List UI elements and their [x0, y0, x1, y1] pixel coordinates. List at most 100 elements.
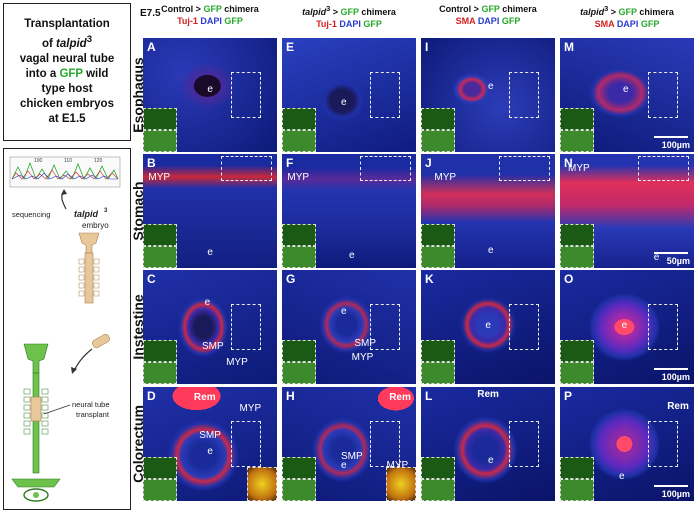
tissue-label: e	[349, 249, 355, 261]
tissue-label: e	[488, 455, 494, 467]
gfp-host-embryo-icon	[11, 343, 61, 502]
title-box: Transplantation of talpid3 vagal neural …	[3, 3, 131, 141]
inset-gfp-overlay	[282, 340, 316, 362]
tissue-label: MYP	[287, 172, 310, 184]
seq-num: 120	[94, 158, 103, 164]
seq-num: 100	[34, 158, 43, 164]
tissue-label: Rem	[389, 391, 411, 403]
inset-remnant-overlay	[386, 467, 416, 501]
column-header: Control > GFP chimera SMA DAPI GFP	[421, 3, 555, 27]
inset-gfp-overlay	[560, 224, 594, 246]
panel-letter: L	[425, 389, 433, 403]
scale-bar	[654, 368, 688, 370]
inset-gfp-overlay	[560, 457, 594, 479]
tissue-label: e	[207, 83, 213, 95]
scale-bar	[654, 252, 688, 254]
tissue-label: e	[207, 446, 213, 458]
transplant-label-2: transplant	[76, 410, 110, 419]
roi-dashed-box	[648, 421, 678, 467]
inset-gfp-overlay	[421, 108, 455, 130]
column-header-title: talpid3 > GFP chimera	[302, 4, 396, 17]
trace-green	[11, 161, 119, 180]
inset-gfp-channel	[143, 130, 177, 152]
row-label: Stomach	[130, 181, 146, 241]
inset-gfp-channel	[421, 130, 455, 152]
tissue-label: e	[618, 471, 625, 483]
inset-gfp-channel	[560, 362, 594, 384]
tissue-label: MYP	[568, 163, 590, 175]
panel-letter: I	[425, 40, 429, 54]
inset-gfp-overlay	[143, 340, 177, 362]
scale-bar-label: 100µm	[661, 140, 690, 150]
title-text: Transplantation of talpid3 vagal neural …	[20, 17, 115, 127]
panel-d: D Rem MYP SMP e	[143, 387, 277, 501]
roi-dashed-box	[231, 304, 261, 350]
tissue-label: e	[622, 83, 629, 95]
transplant-pointer	[43, 404, 71, 415]
inset-gfp-overlay	[143, 108, 177, 130]
roi-dashed-box	[498, 156, 550, 182]
tissue-label: MYP	[434, 172, 457, 184]
inset-gfp-channel	[421, 362, 455, 384]
tissue-label: e	[488, 245, 494, 257]
inset-gfp-overlay	[282, 224, 316, 246]
panel-letter: G	[286, 272, 296, 286]
column-header: talpid3 > GFP chimera Tuj-1 DAPI GFP	[282, 3, 416, 30]
title-line: Transplantation	[24, 18, 110, 31]
scale-bar-label: 50µm	[666, 256, 690, 266]
schematic-diagram: 100 110 120 sequencing talpid 3 embryo	[3, 148, 131, 510]
trace-red	[11, 169, 119, 180]
roi-dashed-box	[231, 421, 261, 467]
panel-letter: H	[286, 389, 295, 403]
roi-dashed-box	[370, 304, 400, 350]
tissue-label: MYP	[386, 459, 409, 471]
panel-letter: A	[147, 40, 156, 54]
inset-gfp-channel	[560, 479, 594, 501]
talpid-sup: 3	[104, 208, 108, 214]
scale-bar	[654, 136, 688, 138]
panel-letter: M	[564, 40, 574, 54]
column-header-title: Control > GFP chimera	[161, 4, 259, 14]
inset-remnant-overlay	[247, 467, 277, 501]
tissue-label: e	[204, 297, 211, 309]
row-label: Instestine	[130, 294, 146, 360]
tissue-label: SMP	[199, 430, 221, 442]
tissue-label: e	[621, 320, 628, 332]
roi-dashed-box	[648, 72, 678, 118]
column-header-title: Control > GFP chimera	[439, 4, 537, 14]
column-header-markers: SMA DAPI GFP	[594, 19, 660, 29]
panel-letter: E	[286, 40, 295, 54]
roi-dashed-box	[231, 72, 261, 118]
tissue-label: e	[340, 97, 347, 109]
tissue-label: MYP	[239, 402, 262, 414]
title-line: type host	[41, 82, 93, 95]
tissue-label: MYP	[226, 356, 248, 368]
tissue-label: e	[340, 459, 347, 471]
panel-letter: F	[286, 156, 294, 170]
inset-gfp-overlay	[560, 340, 594, 362]
inset-gfp-channel	[143, 246, 177, 268]
inset-gfp-overlay	[421, 457, 455, 479]
seq-num: 110	[64, 158, 72, 164]
tissue-label: e	[653, 252, 660, 264]
roi-dashed-box	[220, 156, 272, 182]
scale-bar-label: 100µm	[661, 489, 690, 499]
roi-dashed-box	[370, 72, 400, 118]
inset-gfp-channel	[421, 246, 455, 268]
inset-gfp-overlay	[143, 224, 177, 246]
inset-gfp-channel	[143, 362, 177, 384]
panel-letter: D	[147, 389, 156, 403]
column-header: Control > GFP chimera Tuj-1 DAPI GFP	[143, 3, 277, 27]
panel-letter: K	[425, 272, 434, 286]
inset-gfp-overlay	[421, 224, 455, 246]
neural-tube-segment-icon	[92, 333, 110, 349]
tissue-label: SMP	[201, 340, 224, 352]
inset-gfp-overlay	[421, 340, 455, 362]
tissue-label: MYP	[351, 352, 374, 364]
inset-gfp-channel	[282, 130, 316, 152]
inset-gfp-channel	[560, 130, 594, 152]
arrowhead-icon	[61, 189, 67, 195]
